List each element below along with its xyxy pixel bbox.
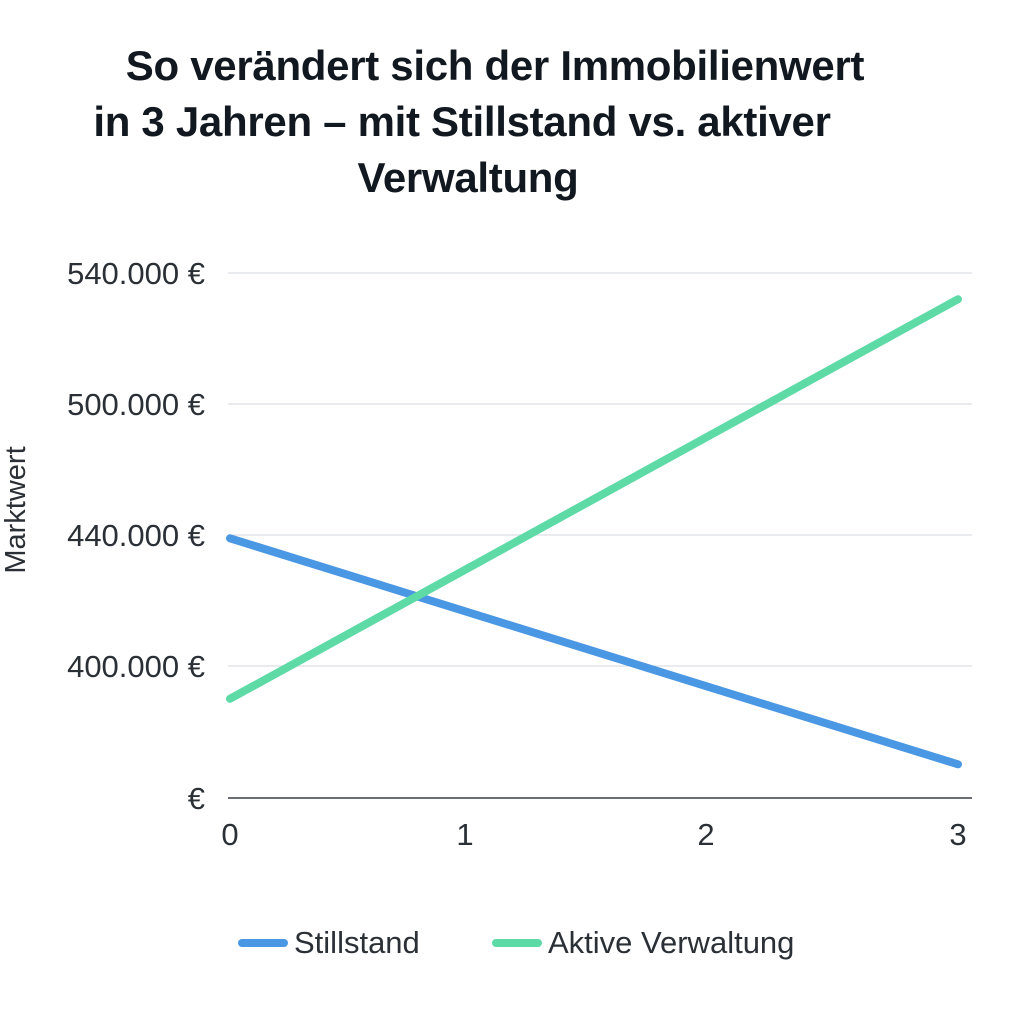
legend-swatch-stillstand: [238, 939, 288, 947]
x-tick-label: 3: [949, 817, 966, 852]
y-axis-label: Marktwert: [0, 446, 32, 573]
x-tick-label: 2: [697, 817, 714, 852]
x-tick-labels: 0 1 2 3: [221, 817, 966, 852]
series-line-stillstand: [226, 534, 962, 769]
legend-label-aktive-verwaltung: Aktive Verwaltung: [548, 925, 795, 960]
y-tick-label: 540.000 €: [67, 256, 205, 291]
series-line-aktive-verwaltung: [226, 295, 962, 703]
chart-title-line-3: Verwaltung: [357, 154, 579, 201]
x-tick-label: 0: [221, 817, 238, 852]
y-tick-label: €: [188, 781, 205, 816]
legend: Stillstand Aktive Verwaltung: [0, 918, 1024, 968]
chart-title: So verändert sich der Immobilienwert in …: [0, 38, 1024, 206]
y-tick-label: 500.000 €: [67, 387, 205, 422]
legend-item-stillstand: Stillstand: [238, 918, 420, 968]
chart-title-line-2: in 3 Jahren – mit Stillstand vs. aktiver: [93, 98, 831, 145]
gridlines: [228, 272, 972, 667]
legend-label-stillstand: Stillstand: [294, 925, 420, 960]
y-tick-labels: 540.000 € 500.000 € 440.000 € 400.000 € €: [67, 256, 205, 816]
x-tick-label: 1: [456, 817, 473, 852]
chart-title-line-1: So verändert sich der Immobilienwert: [125, 42, 865, 89]
legend-item-aktive-verwaltung: Aktive Verwaltung: [492, 918, 794, 968]
y-tick-label: 440.000 €: [67, 518, 205, 553]
y-tick-label: 400.000 €: [67, 649, 205, 684]
series-lines: [226, 295, 962, 769]
legend-swatch-aktive-verwaltung: [492, 939, 542, 947]
